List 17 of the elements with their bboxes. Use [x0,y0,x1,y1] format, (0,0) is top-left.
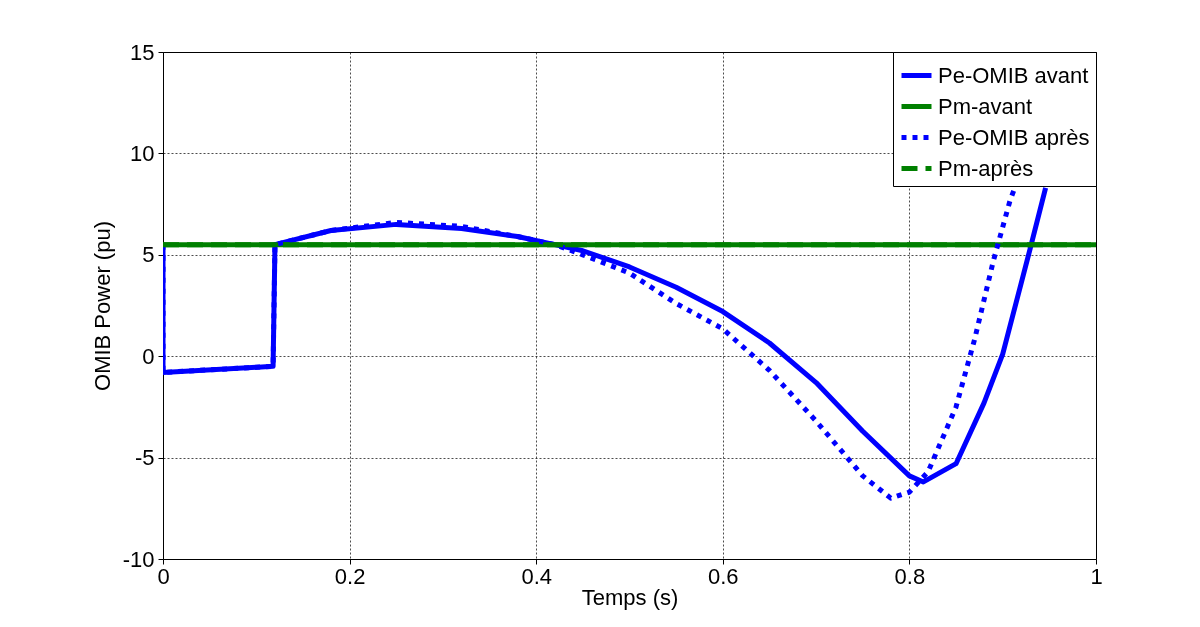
x-tick-label: 0.4 [521,563,552,589]
y-tick-label: 15 [130,39,155,65]
legend-label: Pe-OMIB après [938,124,1090,150]
y-tick-label: 10 [130,140,155,166]
x-axis-title: Temps (s) [581,584,679,610]
x-tick-label: 0.6 [708,563,739,589]
y-axis-title: OMIB Power (pu) [89,221,115,391]
x-tick-label: 1 [1090,563,1103,589]
y-tick-label: -5 [134,445,155,471]
legend-label: Pm-après [938,155,1034,181]
legend-label: Pm-avant [938,93,1033,119]
y-tick-label: -10 [122,546,155,572]
x-tick-label: 0.2 [334,563,366,589]
y-tick-label: 5 [142,242,155,268]
legend-label: Pe-OMIB avant [938,62,1089,88]
y-tick-label: 0 [142,343,155,369]
x-tick-label: 0.8 [894,563,926,589]
